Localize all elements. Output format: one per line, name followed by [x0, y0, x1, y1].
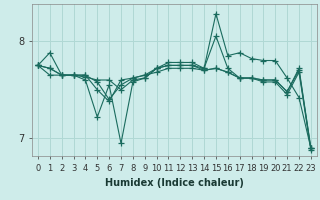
X-axis label: Humidex (Indice chaleur): Humidex (Indice chaleur) — [105, 178, 244, 188]
